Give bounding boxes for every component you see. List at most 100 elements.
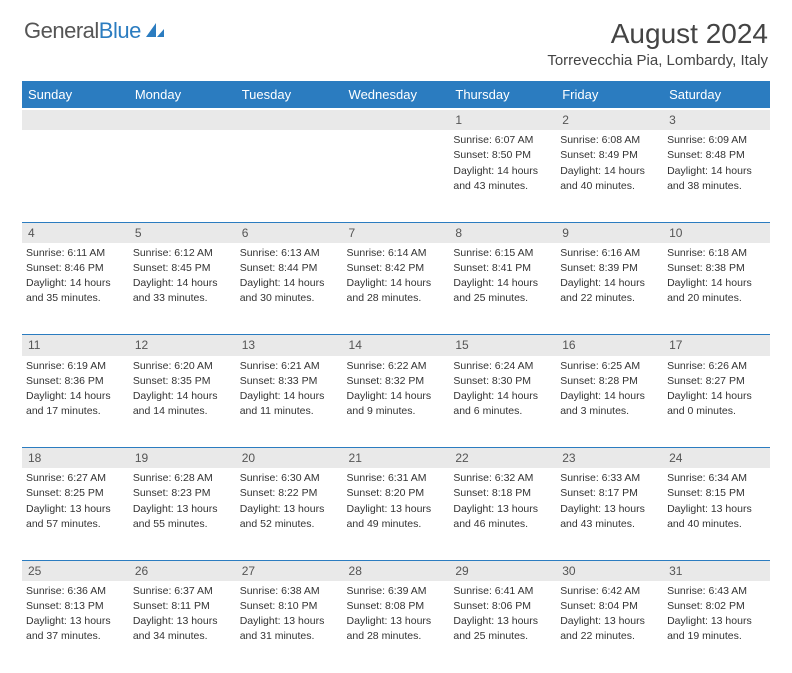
day-info: Sunrise: 6:32 AMSunset: 8:18 PMDaylight:… <box>453 468 552 531</box>
daylight-text-2: and 46 minutes. <box>453 517 552 531</box>
day-info: Sunrise: 6:42 AMSunset: 8:04 PMDaylight:… <box>560 581 659 644</box>
sunrise-text: Sunrise: 6:39 AM <box>347 584 446 598</box>
daylight-text-2: and 52 minutes. <box>240 517 339 531</box>
day-number: 13 <box>242 338 255 352</box>
day-info-cell: Sunrise: 6:43 AMSunset: 8:02 PMDaylight:… <box>663 581 770 673</box>
sunrise-text: Sunrise: 6:36 AM <box>26 584 125 598</box>
daylight-text-1: Daylight: 14 hours <box>667 389 766 403</box>
daylight-text-1: Daylight: 13 hours <box>26 614 125 628</box>
day-number-cell: 25 <box>22 560 129 581</box>
daylight-text-2: and 11 minutes. <box>240 404 339 418</box>
day-number: 18 <box>28 451 41 465</box>
sunset-text: Sunset: 8:28 PM <box>560 374 659 388</box>
daylight-text-1: Daylight: 14 hours <box>26 389 125 403</box>
sunrise-text: Sunrise: 6:09 AM <box>667 133 766 147</box>
sunset-text: Sunset: 8:20 PM <box>347 486 446 500</box>
day-info: Sunrise: 6:30 AMSunset: 8:22 PMDaylight:… <box>240 468 339 531</box>
day-number: 20 <box>242 451 255 465</box>
day-info: Sunrise: 6:09 AMSunset: 8:48 PMDaylight:… <box>667 130 766 193</box>
daylight-text-1: Daylight: 13 hours <box>347 502 446 516</box>
day-number-cell: 15 <box>449 335 556 356</box>
sunset-text: Sunset: 8:11 PM <box>133 599 232 613</box>
day-info-cell: Sunrise: 6:07 AMSunset: 8:50 PMDaylight:… <box>449 130 556 222</box>
day-number: 6 <box>242 226 249 240</box>
daylight-text-1: Daylight: 13 hours <box>133 614 232 628</box>
day-info: Sunrise: 6:08 AMSunset: 8:49 PMDaylight:… <box>560 130 659 193</box>
sunset-text: Sunset: 8:13 PM <box>26 599 125 613</box>
daylight-text-2: and 57 minutes. <box>26 517 125 531</box>
sunrise-text: Sunrise: 6:20 AM <box>133 359 232 373</box>
sunrise-text: Sunrise: 6:37 AM <box>133 584 232 598</box>
day-info: Sunrise: 6:36 AMSunset: 8:13 PMDaylight:… <box>26 581 125 644</box>
day-info-cell: Sunrise: 6:20 AMSunset: 8:35 PMDaylight:… <box>129 356 236 448</box>
location-label: Torrevecchia Pia, Lombardy, Italy <box>547 52 768 69</box>
day-number: 29 <box>455 564 468 578</box>
sunset-text: Sunset: 8:22 PM <box>240 486 339 500</box>
day-number-cell <box>343 109 450 130</box>
day-info: Sunrise: 6:14 AMSunset: 8:42 PMDaylight:… <box>347 243 446 306</box>
day-info: Sunrise: 6:37 AMSunset: 8:11 PMDaylight:… <box>133 581 232 644</box>
day-info-cell: Sunrise: 6:39 AMSunset: 8:08 PMDaylight:… <box>343 581 450 673</box>
day-number: 25 <box>28 564 41 578</box>
day-number: 5 <box>135 226 142 240</box>
day-number: 28 <box>349 564 362 578</box>
sunset-text: Sunset: 8:06 PM <box>453 599 552 613</box>
day-number-cell: 17 <box>663 335 770 356</box>
sunset-text: Sunset: 8:49 PM <box>560 148 659 162</box>
day-number-cell: 23 <box>556 448 663 469</box>
day-info-cell <box>343 130 450 222</box>
day-number-cell: 19 <box>129 448 236 469</box>
day-number: 10 <box>669 226 682 240</box>
sunset-text: Sunset: 8:33 PM <box>240 374 339 388</box>
day-number-cell: 21 <box>343 448 450 469</box>
day-info: Sunrise: 6:11 AMSunset: 8:46 PMDaylight:… <box>26 243 125 306</box>
day-info: Sunrise: 6:22 AMSunset: 8:32 PMDaylight:… <box>347 356 446 419</box>
daylight-text-1: Daylight: 13 hours <box>26 502 125 516</box>
sunrise-text: Sunrise: 6:18 AM <box>667 246 766 260</box>
day-info-cell: Sunrise: 6:11 AMSunset: 8:46 PMDaylight:… <box>22 243 129 335</box>
day-info-cell: Sunrise: 6:41 AMSunset: 8:06 PMDaylight:… <box>449 581 556 673</box>
sunset-text: Sunset: 8:02 PM <box>667 599 766 613</box>
day-number: 31 <box>669 564 682 578</box>
day-number-row: 25262728293031 <box>22 560 770 581</box>
sunrise-text: Sunrise: 6:19 AM <box>26 359 125 373</box>
day-info-cell: Sunrise: 6:28 AMSunset: 8:23 PMDaylight:… <box>129 468 236 560</box>
weekday-header: Saturday <box>663 81 770 109</box>
day-number-cell: 12 <box>129 335 236 356</box>
day-info-cell: Sunrise: 6:18 AMSunset: 8:38 PMDaylight:… <box>663 243 770 335</box>
day-info: Sunrise: 6:38 AMSunset: 8:10 PMDaylight:… <box>240 581 339 644</box>
daylight-text-2: and 22 minutes. <box>560 629 659 643</box>
sunrise-text: Sunrise: 6:22 AM <box>347 359 446 373</box>
day-info: Sunrise: 6:33 AMSunset: 8:17 PMDaylight:… <box>560 468 659 531</box>
daylight-text-2: and 33 minutes. <box>133 291 232 305</box>
day-info-cell: Sunrise: 6:09 AMSunset: 8:48 PMDaylight:… <box>663 130 770 222</box>
day-number-cell: 18 <box>22 448 129 469</box>
daylight-text-1: Daylight: 14 hours <box>26 276 125 290</box>
day-number: 17 <box>669 338 682 352</box>
page-title: August 2024 <box>547 18 768 50</box>
day-info: Sunrise: 6:25 AMSunset: 8:28 PMDaylight:… <box>560 356 659 419</box>
daylight-text-1: Daylight: 14 hours <box>347 389 446 403</box>
day-number-cell: 8 <box>449 222 556 243</box>
day-info: Sunrise: 6:12 AMSunset: 8:45 PMDaylight:… <box>133 243 232 306</box>
day-info-row: Sunrise: 6:19 AMSunset: 8:36 PMDaylight:… <box>22 356 770 448</box>
day-number-cell: 31 <box>663 560 770 581</box>
daylight-text-1: Daylight: 13 hours <box>453 502 552 516</box>
daylight-text-1: Daylight: 14 hours <box>560 276 659 290</box>
day-number: 7 <box>349 226 356 240</box>
daylight-text-1: Daylight: 14 hours <box>560 389 659 403</box>
daylight-text-2: and 38 minutes. <box>667 179 766 193</box>
logo-text-2: Blue <box>99 18 141 44</box>
daylight-text-2: and 40 minutes. <box>667 517 766 531</box>
daylight-text-2: and 43 minutes. <box>560 517 659 531</box>
daylight-text-2: and 6 minutes. <box>453 404 552 418</box>
day-number-cell: 1 <box>449 109 556 130</box>
sunrise-text: Sunrise: 6:42 AM <box>560 584 659 598</box>
day-number: 9 <box>562 226 569 240</box>
sunset-text: Sunset: 8:50 PM <box>453 148 552 162</box>
daylight-text-1: Daylight: 14 hours <box>133 389 232 403</box>
daylight-text-1: Daylight: 14 hours <box>560 164 659 178</box>
daylight-text-1: Daylight: 14 hours <box>453 389 552 403</box>
day-number: 3 <box>669 113 676 127</box>
logo: GeneralBlue <box>24 18 166 44</box>
